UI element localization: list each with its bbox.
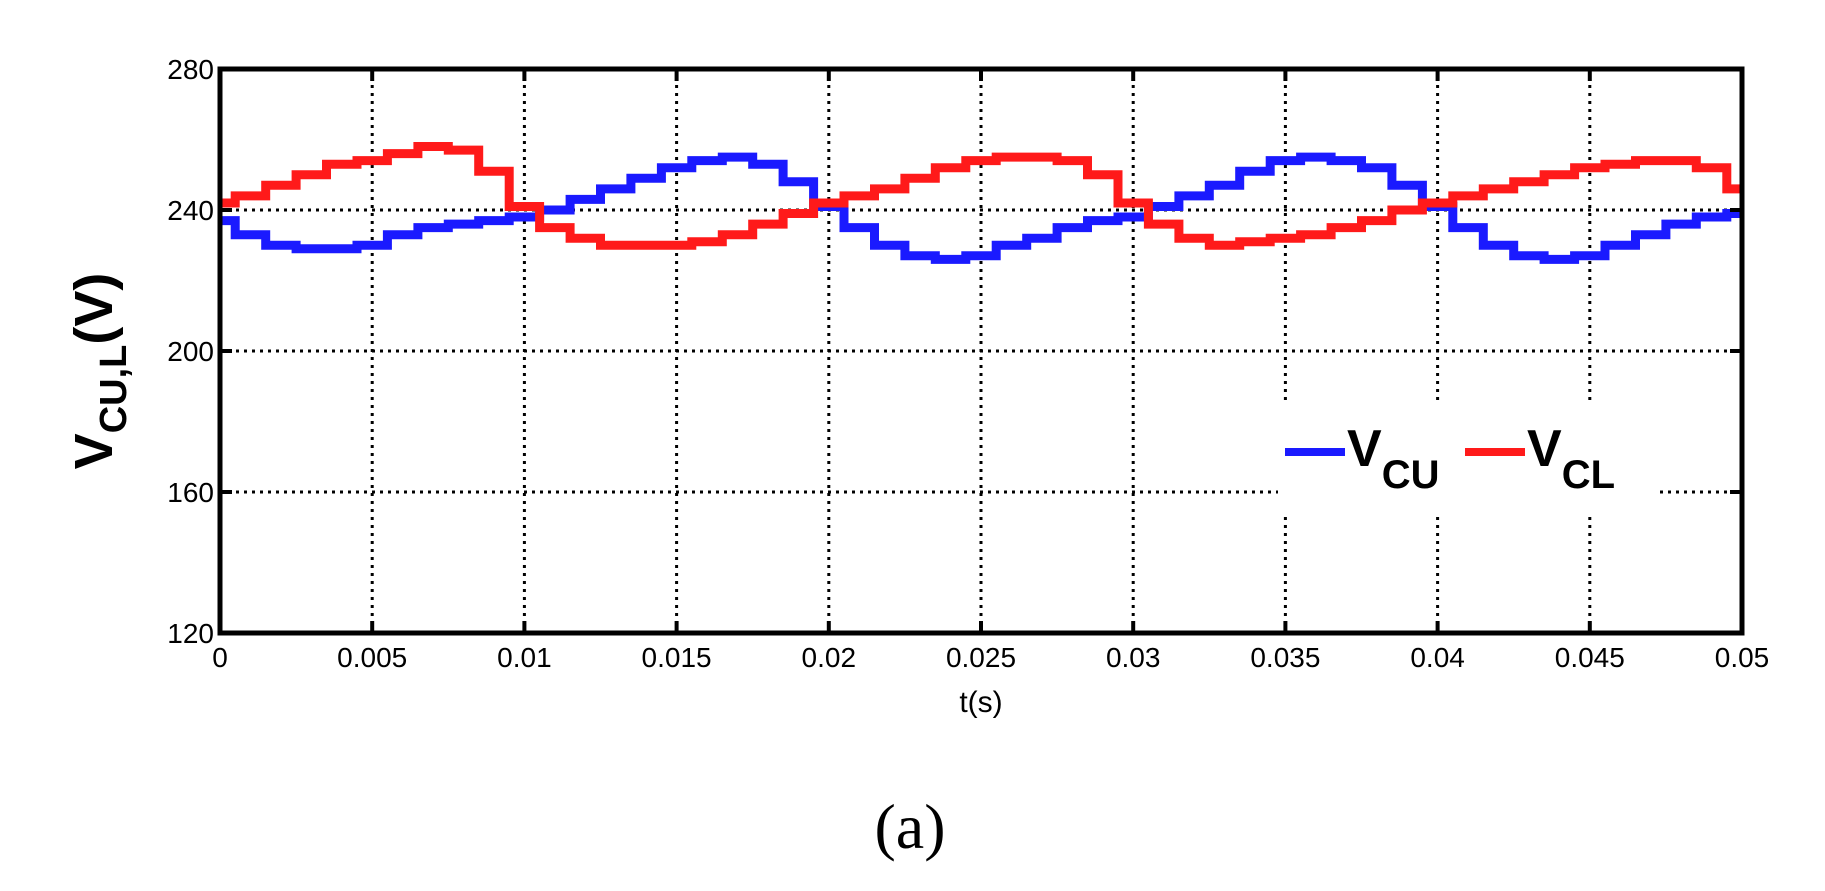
x-tick-label: 0.035 xyxy=(1250,642,1320,673)
x-tick-label: 0.03 xyxy=(1106,642,1161,673)
legend-label-v-cu: VCU xyxy=(1347,420,1439,497)
x-tick-label: 0.045 xyxy=(1555,642,1625,673)
legend-label-v-cl: VCL xyxy=(1527,420,1615,497)
legend: VCU VCL xyxy=(1278,405,1656,515)
x-axis-title: t(s) xyxy=(959,686,1002,719)
legend-box xyxy=(1278,405,1656,515)
x-tick-label: 0 xyxy=(212,642,228,673)
tick-labels: 0 0.005 0.01 0.015 0.02 0.025 0.03 0.035 0.04 0.0… xyxy=(167,54,1769,673)
y-tick-label: 200 xyxy=(167,336,214,367)
series-line-v-cu xyxy=(220,152,1742,264)
figure-caption: (a) xyxy=(874,791,945,862)
y-tick-label: 240 xyxy=(167,195,214,226)
x-tick-label: 0.005 xyxy=(337,642,407,673)
x-tick-label: 0.05 xyxy=(1715,642,1770,673)
x-tick-label: 0.015 xyxy=(642,642,712,673)
y-tick-label: 120 xyxy=(167,618,214,649)
y-tick-label: 280 xyxy=(167,54,214,85)
axes xyxy=(217,66,1745,636)
series-lines xyxy=(220,142,1742,264)
x-tick-label: 0.01 xyxy=(497,642,552,673)
x-tick-label: 0.025 xyxy=(946,642,1016,673)
x-tick-label: 0.02 xyxy=(802,642,857,673)
series-line-v-cl xyxy=(220,142,1742,250)
y-axis-title: VCU,L(V) xyxy=(64,273,135,470)
x-tick-label: 0.04 xyxy=(1410,642,1465,673)
y-tick-label: 160 xyxy=(167,477,214,508)
